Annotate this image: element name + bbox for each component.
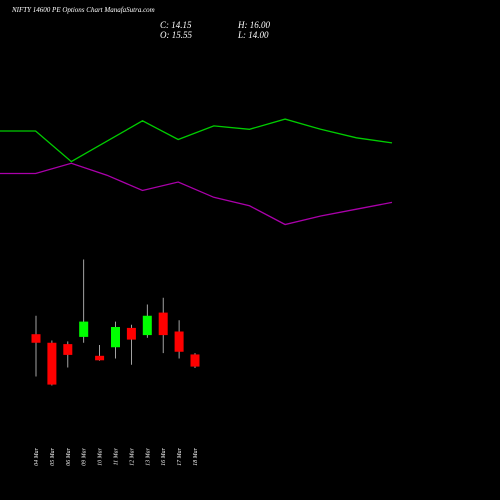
x-tick-label: 06 Mar — [66, 447, 72, 465]
line-series-1 — [0, 118, 393, 163]
low-value: L: 14.00 — [238, 30, 269, 40]
candle-body — [79, 321, 89, 337]
x-tick-label: 09 Mar — [82, 447, 88, 465]
xticks-layer: 04 Mar 05 Mar 06 Mar 09 Mar 10 Mar 11 Mar 12 M… — [33, 447, 199, 466]
line-series-2 — [0, 162, 393, 226]
candle-body — [95, 355, 105, 361]
x-tick-label: 13 Mar — [145, 447, 151, 465]
high-value: H: 16.00 — [238, 20, 270, 30]
x-tick-label: 18 Mar — [193, 447, 199, 465]
close-value: C: 14.15 — [160, 20, 192, 30]
x-tick-label: 12 Mar — [129, 447, 135, 465]
x-tick-label: 16 Mar — [161, 447, 167, 465]
candle-body — [190, 354, 200, 367]
open-value: O: 15.55 — [160, 30, 192, 40]
candle-body — [63, 344, 73, 355]
chart-title: NIFTY 14600 PE Options Chart ManafaSutra… — [12, 6, 155, 14]
x-tick-label: 11 Mar — [114, 447, 120, 465]
x-tick-label: 05 Mar — [50, 447, 56, 465]
candle-body — [47, 342, 57, 385]
candle-body — [126, 327, 136, 340]
lines-layer — [0, 118, 393, 226]
candles-layer — [31, 259, 200, 386]
candle-body — [174, 331, 184, 352]
x-tick-label: 04 Mar — [33, 447, 40, 465]
x-tick-label: 10 Mar — [98, 447, 104, 465]
candle-body — [158, 312, 168, 336]
candle-body — [111, 327, 120, 348]
x-tick-label: 17 Mar — [177, 447, 183, 465]
candle-body — [31, 334, 41, 343]
candle-body — [142, 315, 152, 336]
